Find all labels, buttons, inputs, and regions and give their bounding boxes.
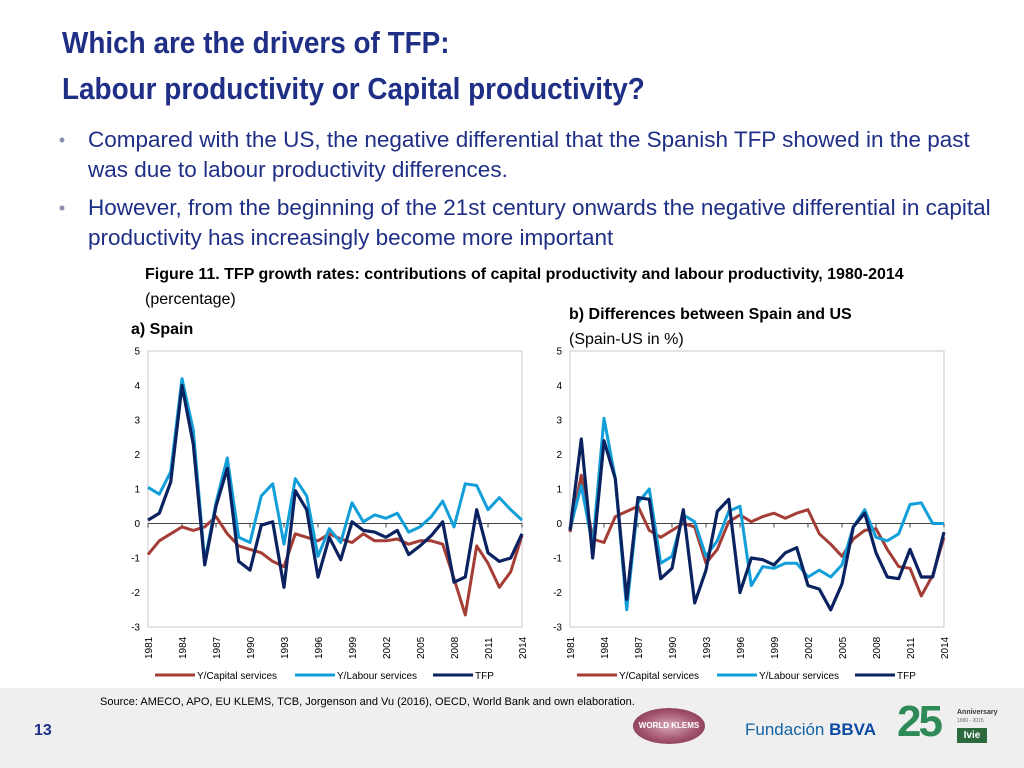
series-line-tfp: [568, 437, 946, 612]
x-tick-label: 2005: [838, 636, 849, 659]
x-tick-label: 1999: [348, 636, 359, 659]
x-tick-label: 2008: [450, 636, 461, 659]
y-tick-label: 2: [134, 450, 140, 461]
y-tick-label: -2: [131, 588, 140, 599]
x-tick-label: 2014: [940, 636, 951, 659]
title-line-2: Labour productivity or Capital productiv…: [62, 71, 645, 106]
bullet-item: • Compared with the US, the negative dif…: [52, 125, 1002, 185]
panel-b-subtitle: (Spain-US in %): [569, 331, 684, 348]
x-tick-label: 1984: [600, 636, 611, 659]
legend-label: Y/Labour services: [337, 671, 417, 682]
y-tick-label: 5: [556, 347, 562, 358]
y-tick-label: 4: [556, 381, 562, 392]
footer-band: [0, 688, 1024, 768]
ivie-25-anniversary-logo: 25 Anniversary 1990 - 2015 Ivie: [897, 697, 998, 747]
anniversary-years: 1990 - 2015: [957, 718, 984, 724]
panel-a-title: a) Spain: [131, 321, 194, 338]
ivie-label: Ivie: [957, 728, 987, 743]
chart-spain: -3 -2 -1 0 1 2 3 4 5 1981 1984 1987 1990 1993 1996 1999…: [131, 347, 529, 683]
chart-spain-us-difference: -3 -2 -1 0 1 2 3 4 5 1981 1984 1987 1990 1993 1996 1999…: [553, 347, 951, 683]
bullet-dot-icon: •: [58, 198, 66, 218]
x-tick-label: 2005: [416, 636, 427, 659]
x-tick-label: 2014: [518, 636, 529, 659]
worldklems-logo: WORLD KLEMS: [633, 708, 705, 744]
legend-label: Y/Capital services: [197, 671, 277, 682]
x-tick-label: 1996: [314, 636, 325, 659]
y-tick-label: -1: [131, 554, 140, 565]
plot-frame: [569, 350, 945, 628]
panel-b-title-bold: b) Differences between Spain and US: [569, 306, 852, 323]
y-tick-label: -2: [553, 588, 562, 599]
x-tick-label: 1993: [702, 636, 713, 659]
y-tick-label: 3: [556, 416, 562, 427]
y-tick-label: -3: [131, 623, 140, 634]
x-tick-label: 2002: [804, 636, 815, 659]
y-tick-label: 1: [134, 485, 140, 496]
figure-caption-rest: (percentage): [145, 291, 236, 308]
legend-label: Y/Labour services: [759, 671, 839, 682]
figure-caption-bold: Figure 11. TFP growth rates: contributio…: [145, 266, 904, 283]
fundacion-bbva-logo: Fundación BBVA: [745, 720, 876, 740]
y-tick-label: 5: [134, 347, 140, 358]
bullet-text: However, from the beginning of the 21st …: [88, 195, 991, 250]
y-tick-label: 0: [134, 519, 140, 530]
series-line-y-labour-services: [147, 377, 524, 563]
x-tick-label: 2011: [484, 637, 495, 659]
x-tick-label: 2011: [906, 637, 917, 659]
plot-frame: [147, 350, 523, 628]
y-tick-label: 2: [556, 450, 562, 461]
series-line-tfp: [147, 383, 524, 589]
legend-label: Y/Capital services: [619, 671, 699, 682]
x-tick-label: 1996: [736, 636, 747, 659]
x-tick-label: 1999: [770, 636, 781, 659]
bullet-list: • Compared with the US, the negative dif…: [52, 125, 1002, 261]
panel-b-title: b) Differences between Spain and US (Spa…: [569, 302, 852, 352]
x-tick-label: 2008: [872, 636, 883, 659]
page-number: 13: [34, 722, 52, 739]
y-tick-label: 1: [556, 485, 562, 496]
legend-label: TFP: [475, 671, 494, 682]
x-tick-label: 1981: [566, 636, 577, 659]
legend-label: TFP: [897, 671, 916, 682]
x-tick-label: 1987: [634, 636, 645, 659]
x-tick-label: 1990: [668, 636, 679, 659]
x-tick-label: 1981: [144, 636, 155, 659]
x-tick-label: 1993: [280, 636, 291, 659]
x-tick-label: 2002: [382, 636, 393, 659]
y-tick-label: -1: [553, 554, 562, 565]
title-line-1: Which are the drivers of TFP:: [62, 25, 450, 60]
figure-caption: Figure 11. TFP growth rates: contributio…: [145, 262, 905, 312]
anniversary-number: 25: [897, 697, 943, 746]
bbva-label: BBVA: [829, 720, 877, 739]
source-note: Source: AMECO, APO, EU KLEMS, TCB, Jorge…: [100, 696, 635, 708]
y-tick-label: -3: [553, 623, 562, 634]
x-tick-label: 1987: [212, 636, 223, 659]
fundacion-label: Fundación: [745, 720, 825, 739]
x-tick-label: 1984: [178, 636, 189, 659]
bullet-dot-icon: •: [58, 130, 66, 150]
anniversary-label: Anniversary: [957, 709, 998, 716]
bullet-text: Compared with the US, the negative diffe…: [88, 127, 970, 182]
slide-title: Which are the drivers of TFP: Labour pro…: [62, 20, 908, 112]
y-tick-label: 3: [134, 416, 140, 427]
x-tick-label: 1990: [246, 636, 257, 659]
y-tick-label: 4: [134, 381, 140, 392]
y-tick-label: 0: [556, 519, 562, 530]
bullet-item: • However, from the beginning of the 21s…: [52, 193, 1002, 253]
